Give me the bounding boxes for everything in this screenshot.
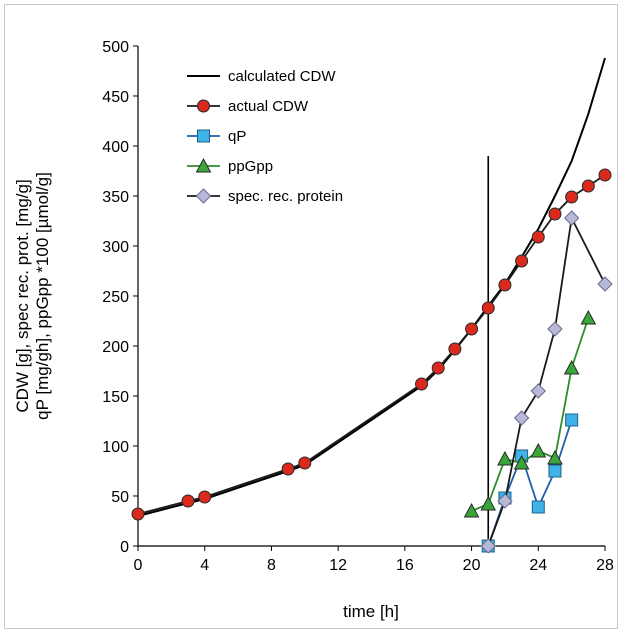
x-tick-label: 0	[134, 557, 143, 574]
y-tick-label: 350	[102, 189, 129, 206]
data-point	[530, 383, 546, 399]
data-point	[581, 179, 595, 193]
data-point	[580, 309, 597, 325]
data-point	[531, 500, 545, 514]
series-spec-rec-protein	[480, 210, 613, 554]
x-tick-label: 4	[200, 557, 209, 574]
y-axis-label-line-2: qP [mg/gh], ppGpp *100 [µmol/g]	[33, 172, 52, 420]
y-tick-label: 50	[111, 489, 129, 506]
legend-item: ppGpp	[187, 157, 273, 175]
x-axis-label: time [h]	[343, 602, 399, 621]
y-tick-label: 150	[102, 389, 129, 406]
data-point	[547, 321, 563, 337]
data-point	[298, 456, 312, 470]
series-calculated-cdw	[137, 57, 606, 517]
data-point	[597, 276, 613, 292]
data-point	[181, 494, 195, 508]
data-point	[415, 377, 429, 391]
data-point	[198, 490, 212, 504]
y-tick-label: 400	[102, 139, 129, 156]
data-point	[565, 190, 579, 204]
legend-swatch-marker	[195, 188, 212, 204]
legend-swatch-marker	[197, 99, 210, 113]
y-tick-label: 250	[102, 289, 129, 306]
y-tick-label: 0	[120, 539, 129, 556]
data-point	[448, 342, 462, 356]
data-point	[463, 502, 480, 518]
legend-label: spec. rec. protein	[228, 188, 343, 205]
data-point	[131, 507, 145, 521]
data-point	[530, 442, 547, 458]
data-point	[497, 450, 513, 466]
y-tick-label: 300	[102, 239, 129, 256]
data-point	[515, 254, 529, 268]
y-tick-label: 200	[102, 339, 129, 356]
data-point	[465, 322, 479, 336]
x-tick-label: 20	[463, 557, 481, 574]
legend-label: ppGpp	[228, 158, 273, 175]
data-point	[563, 210, 580, 226]
x-tick-label: 28	[596, 557, 614, 574]
data-point	[513, 410, 530, 426]
legend: calculated CDW actual CDW qP ppGpp spec. rec…	[187, 68, 343, 205]
data-point	[563, 359, 580, 375]
legend-swatch-marker	[195, 157, 212, 173]
data-point	[497, 493, 513, 509]
data-point	[281, 462, 295, 476]
data-point	[547, 449, 563, 465]
x-tick-label: 8	[267, 557, 276, 574]
y-tick-label: 100	[102, 439, 129, 456]
series-line	[137, 57, 606, 517]
legend-label: calculated CDW	[228, 68, 336, 85]
legend-item: calculated CDW	[187, 68, 336, 85]
data-point	[565, 413, 579, 427]
data-point	[481, 301, 495, 315]
data-point	[498, 278, 512, 292]
y-tick-label: 500	[102, 39, 129, 56]
series-line	[471, 317, 590, 512]
x-tick-label: 12	[329, 557, 347, 574]
legend-item: qP	[187, 128, 246, 145]
legend-swatch-marker	[197, 129, 210, 143]
series-actual-cdw	[131, 168, 612, 521]
axes: 0 50 100 150 200 250 300 350 400 450 500 0 4 8 12 16 20 2…	[102, 39, 614, 574]
data-point	[548, 207, 562, 221]
legend-label: actual CDW	[228, 98, 309, 115]
series-layer	[131, 57, 613, 554]
x-tick-label: 16	[396, 557, 414, 574]
x-tick-label: 24	[529, 557, 547, 574]
data-point	[480, 495, 497, 511]
data-point	[431, 361, 445, 375]
series-line	[137, 174, 606, 515]
figure-frame	[4, 4, 618, 629]
legend-item: actual CDW	[187, 98, 309, 115]
legend-item: spec. rec. protein	[187, 188, 343, 205]
data-point	[480, 538, 496, 554]
data-point	[513, 454, 530, 470]
data-point	[548, 464, 562, 478]
y-axis-label-line-1: CDW [g], spec rec. prot. [mg/g]	[13, 179, 32, 412]
y-tick-label: 450	[102, 89, 129, 106]
legend-label: qP	[228, 128, 246, 145]
data-point	[531, 230, 545, 244]
series-ppgpp	[463, 309, 597, 518]
data-point	[598, 168, 612, 182]
